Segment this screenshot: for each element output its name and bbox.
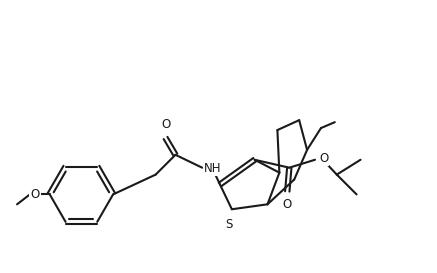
Text: O: O (30, 188, 39, 201)
Text: O: O (161, 118, 170, 131)
Text: S: S (225, 218, 232, 231)
Text: O: O (283, 198, 292, 211)
Text: NH: NH (204, 162, 222, 175)
Text: O: O (319, 152, 328, 165)
